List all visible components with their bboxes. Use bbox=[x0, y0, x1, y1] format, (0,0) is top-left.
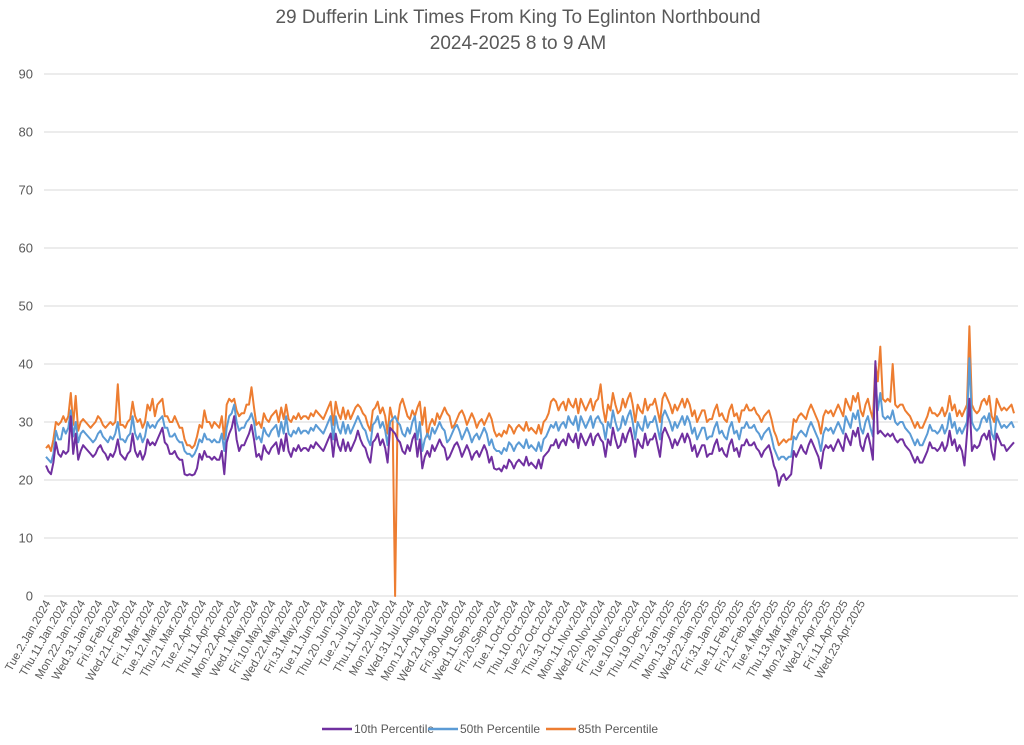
chart-title: 29 Dufferin Link Times From King To Egli… bbox=[275, 7, 760, 28]
legend-label: 10th Percentile bbox=[354, 722, 434, 736]
y-tick-label: 90 bbox=[19, 67, 33, 82]
y-tick-label: 10 bbox=[19, 531, 33, 546]
y-tick-label: 80 bbox=[19, 125, 33, 140]
y-tick-label: 0 bbox=[26, 589, 33, 604]
series-line-50th-percentile bbox=[45, 357, 1015, 464]
legend-item-10th-percentile: 10th Percentile bbox=[322, 722, 434, 736]
legend-label: 85th Percentile bbox=[578, 722, 658, 736]
legend-label: 50th Percentile bbox=[460, 722, 540, 736]
y-tick-label: 60 bbox=[19, 241, 33, 256]
y-tick-label: 30 bbox=[19, 415, 33, 430]
series-line-85th-percentile bbox=[45, 325, 1015, 597]
legend-item-50th-percentile: 50th Percentile bbox=[428, 722, 540, 736]
chart-subtitle: 2024-2025 8 to 9 AM bbox=[430, 33, 606, 54]
y-tick-label: 70 bbox=[19, 183, 33, 198]
gridlines bbox=[44, 73, 1018, 597]
y-axis-tick-labels: 0 10 20 30 40 50 60 70 80 90 bbox=[19, 67, 33, 604]
legend: 10th Percentile 50th Percentile 85th Perce… bbox=[322, 722, 658, 736]
x-axis-tick-labels: Tue.2.Jan.2024Thu.11.Jan.2024Mon.22.Jan.… bbox=[3, 598, 868, 684]
y-tick-label: 50 bbox=[19, 299, 33, 314]
y-tick-label: 20 bbox=[19, 473, 33, 488]
y-tick-label: 40 bbox=[19, 357, 33, 372]
series-lines bbox=[45, 325, 1015, 597]
legend-item-85th-percentile: 85th Percentile bbox=[546, 722, 658, 736]
series-line-10th-percentile bbox=[45, 360, 1015, 487]
